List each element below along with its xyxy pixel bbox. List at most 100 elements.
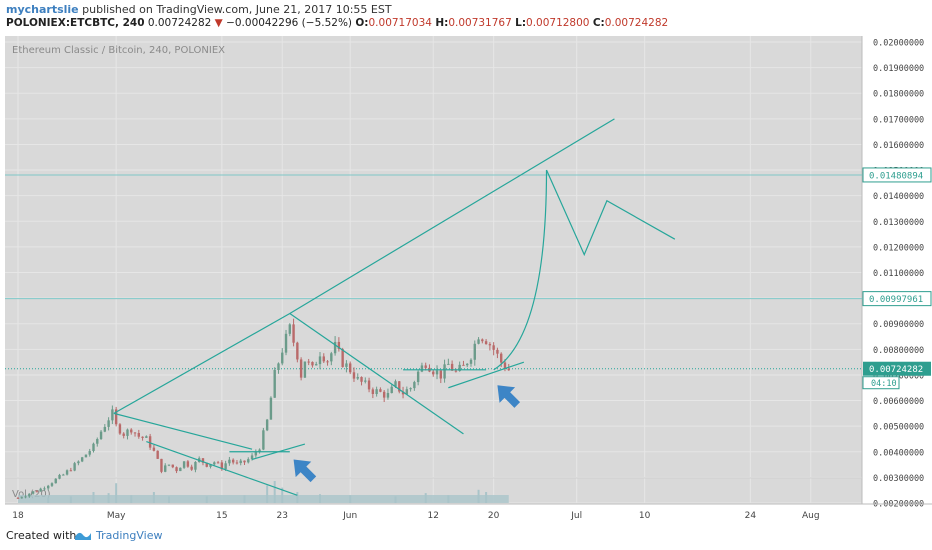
candle-body-53 xyxy=(216,462,220,464)
candle-body-11 xyxy=(58,474,61,479)
candle-body-10 xyxy=(54,478,57,484)
price-chart[interactable]: 0.02000000 0.01900000 0.01800000 0.01700000… xyxy=(0,31,932,522)
candle-body-78 xyxy=(311,361,314,366)
volume-bar-2 xyxy=(92,492,95,503)
candle-body-74 xyxy=(296,342,299,360)
author-link[interactable]: mychartslie xyxy=(6,3,79,16)
candle-body-36 xyxy=(152,447,156,451)
price-change: −0.00042296 (−5.52%) xyxy=(226,17,353,29)
current-price-label: 0.00724282 xyxy=(869,365,923,375)
candle-body-30 xyxy=(130,429,133,433)
candle-body-13 xyxy=(65,470,69,475)
candle-body-24 xyxy=(107,420,110,427)
change-arrow-icon: ▼ xyxy=(214,17,223,29)
candle-body-80 xyxy=(318,356,322,365)
candle-body-68 xyxy=(273,370,276,398)
symbol-info-bar: POLONIEX:ETCBTC, 240 0.00724282 ▼ −0.000… xyxy=(6,17,668,29)
candle-body-121 xyxy=(473,343,476,360)
candle-body-25 xyxy=(111,409,114,421)
candle-body-120 xyxy=(469,359,473,364)
candle-body-37 xyxy=(156,450,159,459)
candle-body-106 xyxy=(416,371,420,383)
candle-body-112 xyxy=(439,370,442,379)
y-tick-label: 0.01300000 xyxy=(873,218,924,228)
candle-body-16 xyxy=(77,461,80,464)
candle-body-20 xyxy=(92,443,95,452)
candle-body-46 xyxy=(190,466,193,470)
candle-body-63 xyxy=(254,452,258,456)
price-level-label-bg-1 xyxy=(862,291,932,307)
y-tick-label: 0.00500000 xyxy=(873,423,924,433)
candle-body-52 xyxy=(213,462,216,465)
candle-body-87 xyxy=(345,363,348,367)
candle-body-56 xyxy=(228,459,231,464)
candle-body-113 xyxy=(443,364,446,379)
volume-bar-0 xyxy=(47,497,50,503)
candle-body-70 xyxy=(281,352,284,364)
candle-body-28 xyxy=(122,433,125,436)
candle-body-57 xyxy=(231,459,235,463)
candle-body-73 xyxy=(292,324,295,343)
candle-body-83 xyxy=(330,353,333,362)
y-tick-label: 0.02000000 xyxy=(873,39,924,49)
candle-body-49 xyxy=(201,458,205,463)
trendline-wedge-upper-2 xyxy=(289,312,464,435)
y-tick-label: 0.01700000 xyxy=(873,115,924,125)
candle-body-105 xyxy=(413,382,416,389)
price-level-label-1: 0.00997961 xyxy=(869,295,923,305)
candle-body-7 xyxy=(43,488,46,490)
candle-body-93 xyxy=(367,380,371,390)
tradingview-brand-link[interactable]: TradingView xyxy=(96,529,163,542)
candle-body-34 xyxy=(145,436,148,438)
blue-arrow-2-shape xyxy=(497,385,521,408)
x-tick-label: May xyxy=(107,511,126,521)
tradingview-logo-icon xyxy=(75,532,91,540)
candle-body-59 xyxy=(239,460,242,464)
high-label: H: xyxy=(435,17,449,29)
volume-bar-5 xyxy=(130,495,133,503)
candle-body-129 xyxy=(503,362,507,369)
candle-body-91 xyxy=(360,377,363,382)
price-axis-background xyxy=(862,36,932,522)
candle-body-58 xyxy=(235,462,239,464)
candle-body-122 xyxy=(477,339,480,344)
y-tick-label: 0.01400000 xyxy=(873,192,924,202)
candle-body-62 xyxy=(250,455,254,460)
volume-bar-10 xyxy=(266,485,269,503)
candle-body-8 xyxy=(47,485,50,489)
candle-body-94 xyxy=(371,389,375,395)
candle-body-14 xyxy=(69,470,73,472)
candle-body-0 xyxy=(16,497,20,499)
candle-body-127 xyxy=(496,349,499,354)
candle-body-19 xyxy=(88,451,91,455)
low-label: L: xyxy=(515,17,527,29)
y-tick-label: 0.01200000 xyxy=(873,243,924,253)
candle-body-38 xyxy=(160,458,163,472)
candle-body-3 xyxy=(28,493,31,497)
candle-body-102 xyxy=(401,391,405,395)
candle-body-32 xyxy=(137,432,140,437)
candle-body-39 xyxy=(164,465,167,472)
x-tick-label: Jun xyxy=(342,511,357,521)
low-value: 0.00712800 xyxy=(526,17,590,29)
blue-arrow-1-icon xyxy=(293,459,317,483)
candle-body-64 xyxy=(258,449,261,453)
candle-body-4 xyxy=(31,491,35,494)
volume-bar-19 xyxy=(477,489,480,503)
candle-body-119 xyxy=(466,363,469,366)
last-price: 0.00724282 xyxy=(147,17,212,29)
x-tick-label: Jul xyxy=(570,511,582,521)
projection-path xyxy=(545,169,676,257)
candle-body-96 xyxy=(379,389,382,392)
candle-body-41 xyxy=(171,464,174,468)
candle-body-26 xyxy=(114,409,118,425)
candle-body-99 xyxy=(390,386,393,394)
candle-body-67 xyxy=(269,397,273,420)
candle-body-110 xyxy=(432,371,435,375)
candle-body-45 xyxy=(186,461,190,467)
candle-body-123 xyxy=(481,339,484,342)
trendline-wedge-upper-1 xyxy=(113,412,253,450)
candle-body-117 xyxy=(458,364,461,371)
candle-body-42 xyxy=(175,467,178,472)
symbol-label: POLONIEX:ETCBTC, 240 xyxy=(6,17,145,29)
